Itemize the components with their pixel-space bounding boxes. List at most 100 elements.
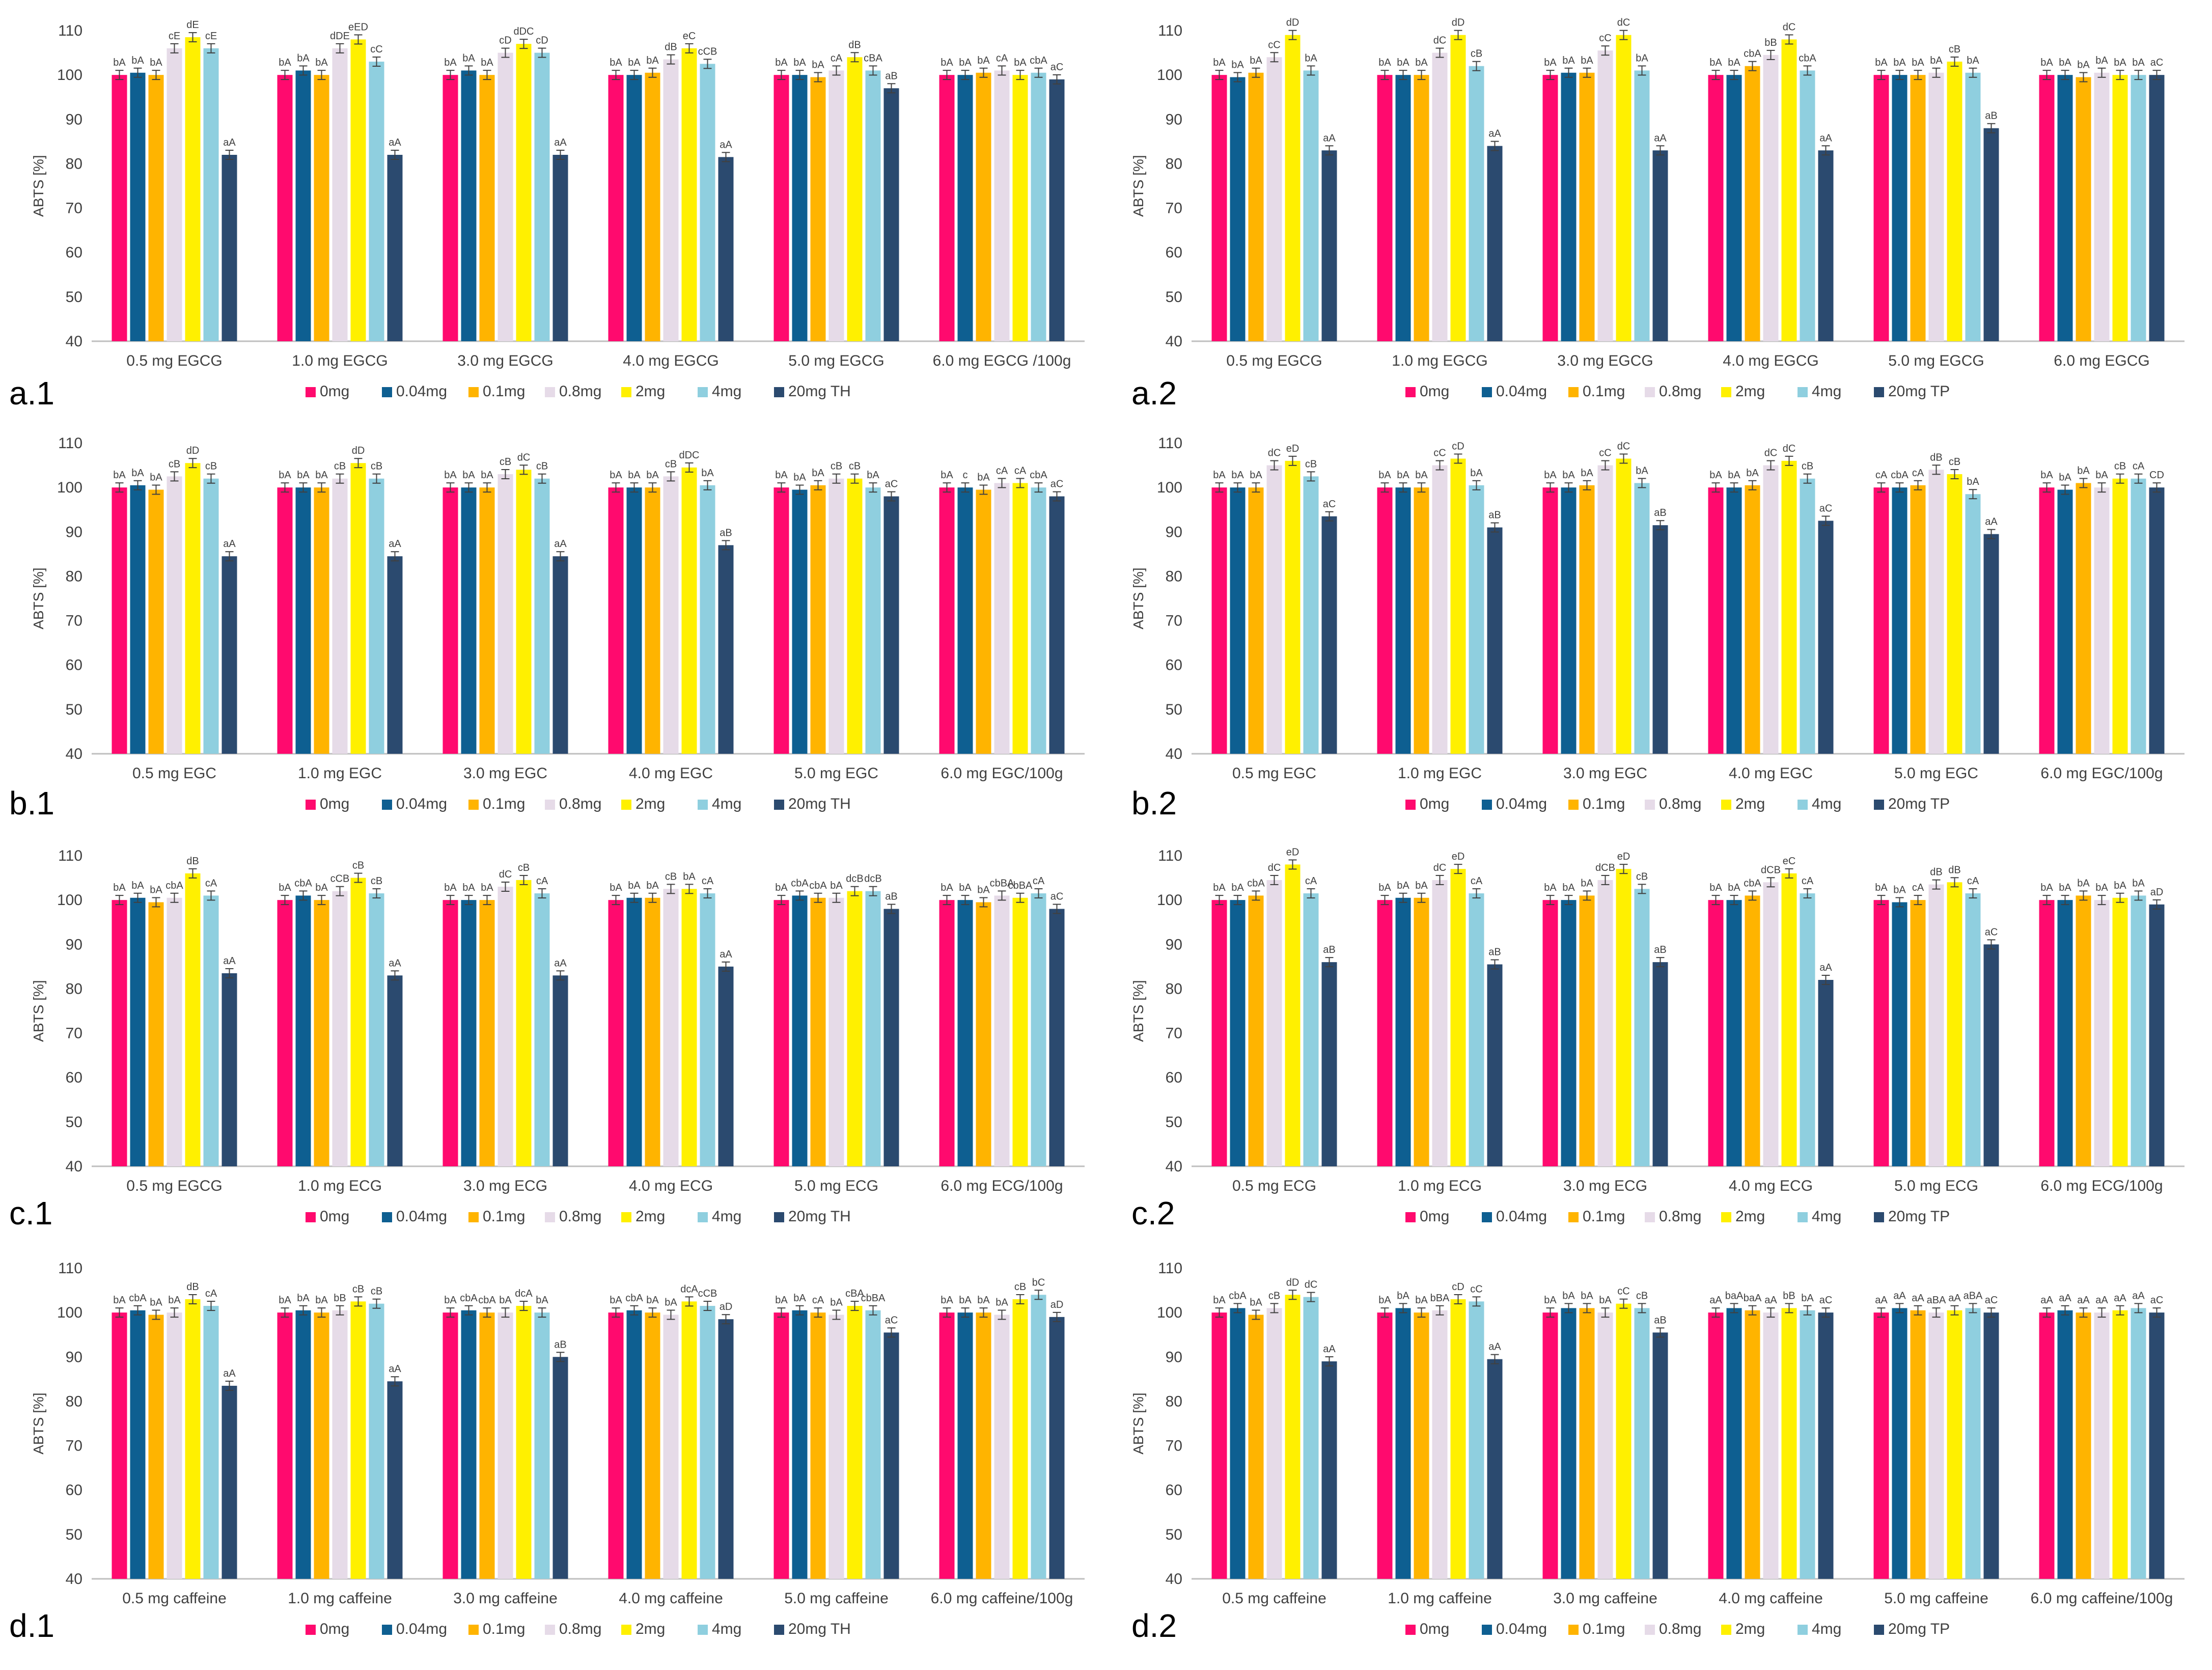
significance-label: bA — [315, 882, 328, 893]
bar-a2-g5-s4 — [2112, 75, 2128, 342]
significance-label: bA — [610, 882, 622, 893]
bar-d2-g1-s6 — [1487, 1359, 1503, 1579]
significance-label: aA — [223, 955, 236, 967]
bar-c1-g2-s5 — [534, 893, 550, 1166]
significance-label: dB — [1930, 867, 1942, 878]
significance-label: cbBA — [1008, 880, 1033, 891]
bar-c2-g3-s3 — [1763, 882, 1779, 1166]
bar-c1-g0-s5 — [203, 895, 219, 1166]
x-tick-label: 1.0 mg EGC — [1398, 765, 1482, 782]
legend-swatch — [1874, 800, 1884, 810]
bar-b2-g2-s2 — [1579, 485, 1595, 754]
bar-c2-g2-s0 — [1542, 900, 1558, 1166]
significance-label: cB — [1636, 871, 1648, 882]
bar-c2-g3-s6 — [1818, 980, 1834, 1166]
bar-a2-g4-s6 — [1983, 128, 1999, 341]
significance-label: bA — [1581, 55, 1593, 66]
bar-b1-g5-s1 — [957, 487, 973, 754]
bar-d2-g2-s4 — [1616, 1303, 1632, 1579]
bar-d1-g0-s3 — [167, 1312, 182, 1579]
significance-label: bA — [113, 57, 126, 68]
legend-swatch — [382, 387, 392, 397]
bar-c2-g4-s4 — [1947, 882, 1962, 1166]
significance-label: bA — [1415, 880, 1428, 891]
x-tick-label: 3.0 mg caffeine — [1553, 1590, 1657, 1607]
legend-swatch — [468, 387, 479, 397]
significance-label: aB — [1488, 510, 1501, 521]
y-tick-label: 100 — [57, 892, 82, 909]
bar-c1-g5-s1 — [957, 900, 973, 1166]
bar-b1-g2-s5 — [534, 478, 550, 754]
significance-label: bB — [334, 1293, 346, 1304]
bar-c1-g3-s0 — [608, 900, 624, 1166]
bar-b2-g5-s6 — [2149, 487, 2165, 754]
bar-c1-g2-s6 — [552, 975, 568, 1166]
bar-a2-g0-s2 — [1248, 72, 1264, 341]
bar-a1-g5-s2 — [976, 72, 991, 341]
bar-d1-g2-s3 — [497, 1312, 513, 1579]
bar-a2-g4-s3 — [1928, 72, 1944, 341]
y-axis-label: ABTS [%] — [1130, 567, 1146, 629]
legend-entry: 20mg TP — [1888, 1621, 1950, 1637]
x-tick-label: 1.0 mg caffeine — [1388, 1590, 1492, 1607]
significance-label: bA — [977, 1295, 990, 1306]
significance-label: dB — [186, 1281, 199, 1293]
legend-swatch — [382, 1212, 392, 1222]
significance-label: bA — [1562, 55, 1575, 66]
bar-c1-g5-s6 — [1049, 909, 1065, 1166]
legend-swatch — [545, 800, 555, 810]
x-tick-label: 4.0 mg EGCG — [623, 352, 718, 369]
y-tick-label: 80 — [66, 155, 82, 172]
significance-label: cA — [1033, 875, 1045, 887]
significance-label: cBA — [864, 52, 882, 64]
bar-b2-g5-s5 — [2131, 478, 2146, 754]
significance-label: bA — [2059, 57, 2071, 68]
y-tick-label: 100 — [1157, 479, 1182, 496]
y-tick-label: 40 — [66, 1571, 82, 1587]
bar-d2-g3-s6 — [1818, 1312, 1834, 1579]
bar-b2-g4-s0 — [1873, 487, 1889, 754]
bar-d2-g2-s1 — [1561, 1308, 1577, 1579]
significance-label: bA — [315, 57, 328, 68]
bar-b1-g3-s4 — [681, 467, 697, 754]
significance-label: aC — [1819, 1295, 1833, 1306]
significance-label: bA — [131, 468, 144, 479]
bar-a1-g0-s1 — [130, 72, 146, 341]
significance-label: bA — [1801, 1293, 1814, 1304]
significance-label: bC — [1032, 1277, 1045, 1288]
x-tick-label: 0.5 mg caffeine — [1222, 1590, 1326, 1607]
legend-entry: 4mg — [712, 796, 741, 812]
bar-d1-g0-s0 — [112, 1312, 127, 1579]
bar-c1-g4-s0 — [773, 900, 789, 1166]
significance-label: bA — [2132, 57, 2145, 68]
significance-label: aA — [1654, 132, 1667, 144]
significance-label: cD — [499, 35, 511, 46]
significance-label: dD — [352, 445, 365, 456]
x-tick-label: 0.5 mg EGC — [1232, 765, 1316, 782]
bar-a2-g1-s3 — [1432, 52, 1448, 342]
bar-d2-g1-s4 — [1450, 1299, 1466, 1579]
panel-label-c2: c.2 — [1131, 1195, 1175, 1231]
y-tick-label: 70 — [66, 613, 82, 629]
bar-b1-g4-s4 — [847, 478, 863, 754]
chart-panel-c1: 40 50 60 70 80 90 100 110 ABTS [%] bA bA bA cbA dB cA a… — [20, 835, 1090, 1225]
y-tick-label: 90 — [1166, 936, 1182, 953]
x-tick-label: 3.0 mg ECG — [463, 1178, 547, 1194]
legend-swatch — [545, 387, 555, 397]
legend-entry: 0.8mg — [1659, 796, 1701, 812]
legend-entry: 0.1mg — [1583, 1621, 1625, 1637]
bar-b2-g0-s5 — [1303, 476, 1319, 754]
significance-label: cB — [371, 461, 382, 472]
significance-label: aC — [1050, 891, 1064, 902]
significance-label: aA — [1819, 962, 1832, 973]
legend-entry: 0.04mg — [1496, 1621, 1547, 1637]
legend-entry: 0.8mg — [559, 796, 601, 812]
bar-a2-g0-s6 — [1321, 150, 1337, 341]
significance-label: bA — [1581, 468, 1593, 479]
significance-label: c — [963, 470, 968, 481]
legend-entry: 0.1mg — [483, 383, 525, 400]
bar-b1-g2-s2 — [479, 487, 495, 754]
significance-label: cbA — [1744, 878, 1761, 889]
significance-label: aBA — [1927, 1295, 1946, 1306]
